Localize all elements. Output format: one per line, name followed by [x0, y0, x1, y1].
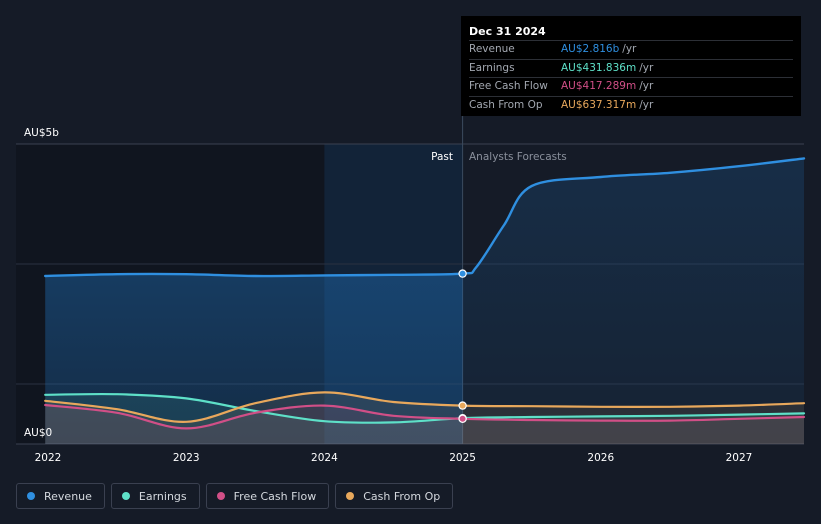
revenue-area-past	[45, 273, 463, 444]
earnings-line	[44, 392, 806, 424]
legend-dot-icon	[27, 492, 35, 500]
tooltip-value: AU$637.317m	[561, 98, 637, 111]
tooltip-value: AU$417.289m	[561, 80, 637, 92]
x-tick-label: 2025	[449, 452, 476, 464]
x-tick-label: 2022	[35, 452, 62, 464]
earnings-area	[45, 394, 804, 444]
tooltip-unit: /yr	[639, 98, 654, 111]
legend-label: Cash From Op	[363, 489, 441, 503]
free-cash-flow-marker	[458, 414, 467, 423]
tooltip-label: Earnings	[469, 61, 515, 74]
tooltip-unit: /yr	[639, 61, 654, 74]
tooltip-date: Dec 31 2024	[469, 25, 546, 38]
free-cash-flow-line	[44, 403, 806, 430]
past-label: Past	[431, 151, 453, 163]
forecast-label: Analysts Forecasts	[469, 151, 567, 163]
cash-from-op-line	[44, 391, 806, 423]
legend-dot-icon	[346, 492, 355, 500]
tooltip-value: AU$2.816b	[561, 43, 620, 55]
x-tick-label: 2023	[173, 452, 200, 464]
legend-label: Free Cash Flow	[233, 489, 317, 503]
tooltip: Dec 31 2024 Revenue AU$2.816b /yr Earnin…	[461, 16, 801, 116]
legend-item-earnings[interactable]: Earnings	[110, 483, 200, 509]
tooltip-unit: /yr	[639, 80, 654, 92]
tooltip-value: AU$431.836m	[561, 61, 637, 74]
legend-item-free-cash-flow[interactable]: Free Cash Flow	[205, 483, 330, 509]
tooltip-row-earnings: Earnings AU$431.836m /yr	[469, 58, 793, 78]
legend-item-revenue[interactable]: Revenue	[16, 483, 105, 509]
tooltip-label: Free Cash Flow	[469, 80, 548, 92]
revenue-area-forecast	[462, 158, 804, 444]
legend-label: Revenue	[44, 489, 92, 503]
legend: Revenue Earnings Free Cash Flow Cash Fro…	[16, 483, 454, 509]
free-cash-flow-area	[45, 405, 804, 444]
legend-dot-icon	[121, 492, 130, 500]
y-label-top: AU$5b	[24, 127, 59, 139]
tooltip-label: Cash From Op	[469, 98, 543, 111]
x-tick-label: 2026	[587, 452, 614, 464]
tooltip-row-cash-from-op: Cash From Op AU$637.317m /yr	[469, 95, 793, 115]
y-label-bottom: AU$0	[24, 427, 52, 439]
cash-from-op-marker	[458, 401, 467, 410]
tooltip-unit: /yr	[622, 43, 637, 55]
tooltip-row-revenue: Revenue AU$2.816b /yr	[469, 40, 793, 59]
revenue-marker	[458, 269, 467, 278]
legend-dot-icon	[216, 492, 225, 500]
x-tick-label: 2027	[726, 452, 753, 464]
tooltip-row-free-cash-flow: Free Cash Flow AU$417.289m /yr	[469, 77, 793, 96]
revenue-line	[44, 157, 806, 278]
tooltip-label: Revenue	[469, 43, 515, 55]
legend-label: Earnings	[138, 489, 187, 503]
x-tick-label: 2024	[311, 452, 338, 464]
legend-item-cash-from-op[interactable]: Cash From Op	[335, 483, 454, 509]
